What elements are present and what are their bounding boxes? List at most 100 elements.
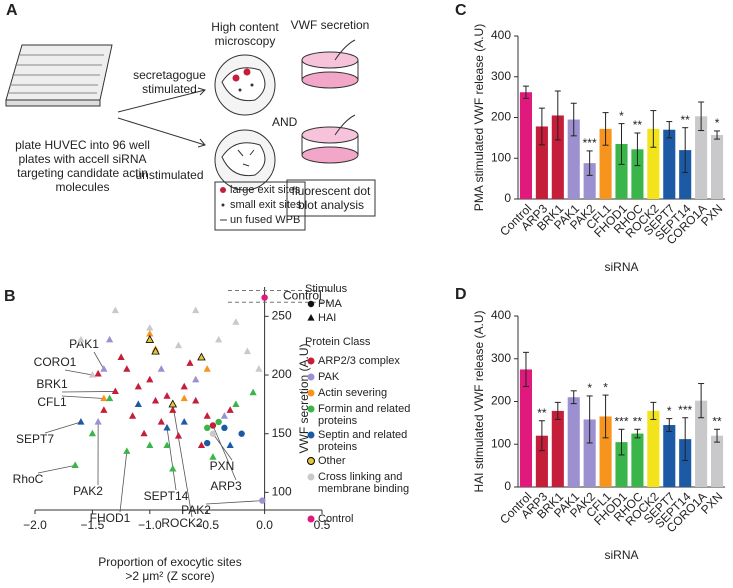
legend-label: Formin and related proteins <box>318 403 411 427</box>
point <box>100 406 108 413</box>
point <box>146 375 154 383</box>
bar <box>631 433 644 487</box>
significance: * <box>587 381 592 395</box>
point <box>106 335 114 343</box>
bar <box>519 92 533 199</box>
significance: * <box>667 404 672 418</box>
legend-swatch <box>307 357 315 365</box>
dish-top <box>301 51 359 69</box>
bar <box>583 419 596 487</box>
x-tick-label: −0.5 <box>195 518 219 532</box>
point <box>77 335 85 343</box>
legend-swatch <box>307 389 315 397</box>
x-axis-title-line: >2 μm² (Z score) <box>125 569 215 583</box>
legend-large <box>220 187 226 193</box>
small-site <box>250 83 254 87</box>
legend-item: un fused WPB <box>230 214 301 226</box>
point <box>186 359 194 366</box>
well-plate <box>5 44 113 101</box>
annotation: ROCK2 <box>161 516 203 530</box>
bar <box>551 115 564 199</box>
point <box>134 400 142 407</box>
annotation-arrow <box>61 391 116 393</box>
bar <box>647 410 660 487</box>
annotation: SEPT14 <box>144 489 189 503</box>
point <box>145 334 155 343</box>
point <box>243 347 251 355</box>
point <box>123 365 131 372</box>
legend-swatch <box>307 431 315 439</box>
point <box>197 352 206 361</box>
significance: ** <box>633 118 643 132</box>
annotation: CORO1 <box>34 355 77 369</box>
cell <box>221 67 266 102</box>
legend-swatch <box>307 473 315 481</box>
point <box>169 406 177 413</box>
point <box>255 365 263 372</box>
annotation: FHOD1 <box>90 511 131 525</box>
legend-label: PAK <box>318 371 340 383</box>
dot-blot: fluorescent dot blot analysis <box>291 184 371 212</box>
exit-site <box>243 68 251 76</box>
point <box>151 396 160 404</box>
plate-text: plate HUVEC into 96 well plates with acc… <box>15 138 150 194</box>
point <box>169 464 177 472</box>
plate-rows <box>8 54 104 94</box>
point <box>221 424 228 432</box>
point <box>215 418 222 426</box>
dish-wall <box>301 60 359 80</box>
point <box>111 306 119 314</box>
annotation-arrow <box>172 404 193 518</box>
bar <box>615 442 628 487</box>
point <box>238 430 245 437</box>
annotation-arrow <box>166 427 177 491</box>
bar <box>567 397 580 487</box>
unstimulated: unstimulated <box>135 168 204 182</box>
y-tick-label: 100 <box>491 436 511 450</box>
point <box>106 394 114 402</box>
point <box>163 441 171 449</box>
x-axis-title: Proportion of exocytic sites >2 μm² (Z sc… <box>60 555 280 583</box>
legend-label: Septin and related proteins <box>318 429 408 453</box>
legend-label: Control <box>318 513 354 525</box>
point <box>307 314 315 321</box>
point <box>192 396 200 404</box>
x-tick-label: −2.0 <box>23 518 47 532</box>
point <box>88 371 96 378</box>
bar <box>551 410 564 487</box>
annotation: ARP3 <box>210 479 242 493</box>
x-tick-label: −1.0 <box>138 518 162 532</box>
point <box>151 346 160 355</box>
legend-label: Other <box>318 455 346 467</box>
point <box>100 365 108 372</box>
significance: * <box>603 380 608 394</box>
arrow-head <box>197 138 206 148</box>
legend-item: large exit sites <box>230 184 301 196</box>
point <box>209 422 217 429</box>
annotation-arrow <box>37 465 76 474</box>
point <box>77 417 85 425</box>
significance: ** <box>633 414 643 428</box>
annotation: CFL1 <box>37 395 67 409</box>
annotation: SEPT7 <box>16 432 54 446</box>
y-tick-label: 250 <box>272 309 292 323</box>
significance: * <box>619 109 624 123</box>
point <box>209 453 217 460</box>
point <box>94 369 102 377</box>
legend-label: Cross linking and membrane binding <box>318 471 410 495</box>
x-axis-title: siRNA <box>604 548 638 562</box>
annotation-arrow <box>212 425 237 481</box>
point <box>94 417 102 425</box>
annotation-arrow <box>44 421 82 434</box>
arrow-head <box>197 87 206 96</box>
point <box>249 388 257 396</box>
point <box>180 382 188 390</box>
point <box>100 394 108 402</box>
bar <box>615 143 628 199</box>
point <box>168 399 178 408</box>
x-tick-label: −1.5 <box>81 518 105 532</box>
point <box>71 461 79 468</box>
point <box>111 387 119 395</box>
point <box>128 412 137 419</box>
